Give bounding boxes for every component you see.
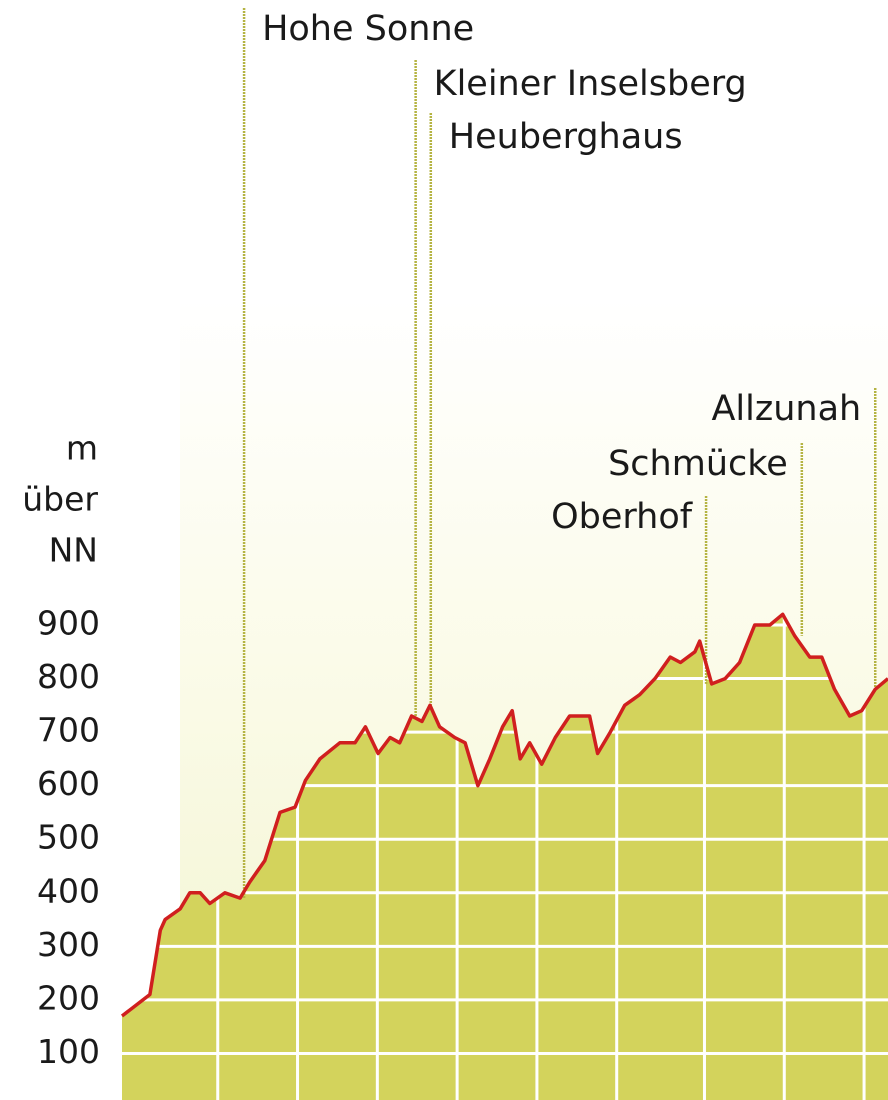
waypoint-label: Oberhof (551, 497, 693, 537)
waypoint-label: Hohe Sonne (262, 9, 474, 49)
y-tick-label: 600 (37, 764, 100, 803)
y-tick-label: 200 (37, 978, 100, 1017)
y-axis-label-line: NN (49, 531, 98, 570)
y-axis-label-line: m (66, 429, 98, 468)
y-tick-label: 300 (37, 925, 100, 964)
y-axis-label-line: über (22, 480, 98, 519)
line (120, 612, 888, 1018)
y-tick-label: 900 (37, 604, 100, 643)
waypoint-label: Heuberghaus (449, 117, 683, 157)
y-tick-label: 700 (37, 711, 100, 750)
area (122, 614, 888, 1100)
y-tick-label: 500 (37, 818, 100, 857)
waypoint-label: Allzunah (711, 389, 861, 429)
waypoint-label: Schmücke (608, 444, 788, 484)
waypoint-label: Kleiner Inselsberg (434, 64, 747, 104)
y-tick-label: 400 (37, 871, 100, 910)
y-axis-label: m über NN (22, 429, 98, 570)
y-tick-label: 100 (37, 1032, 100, 1071)
y-tick-label: 800 (37, 657, 100, 696)
